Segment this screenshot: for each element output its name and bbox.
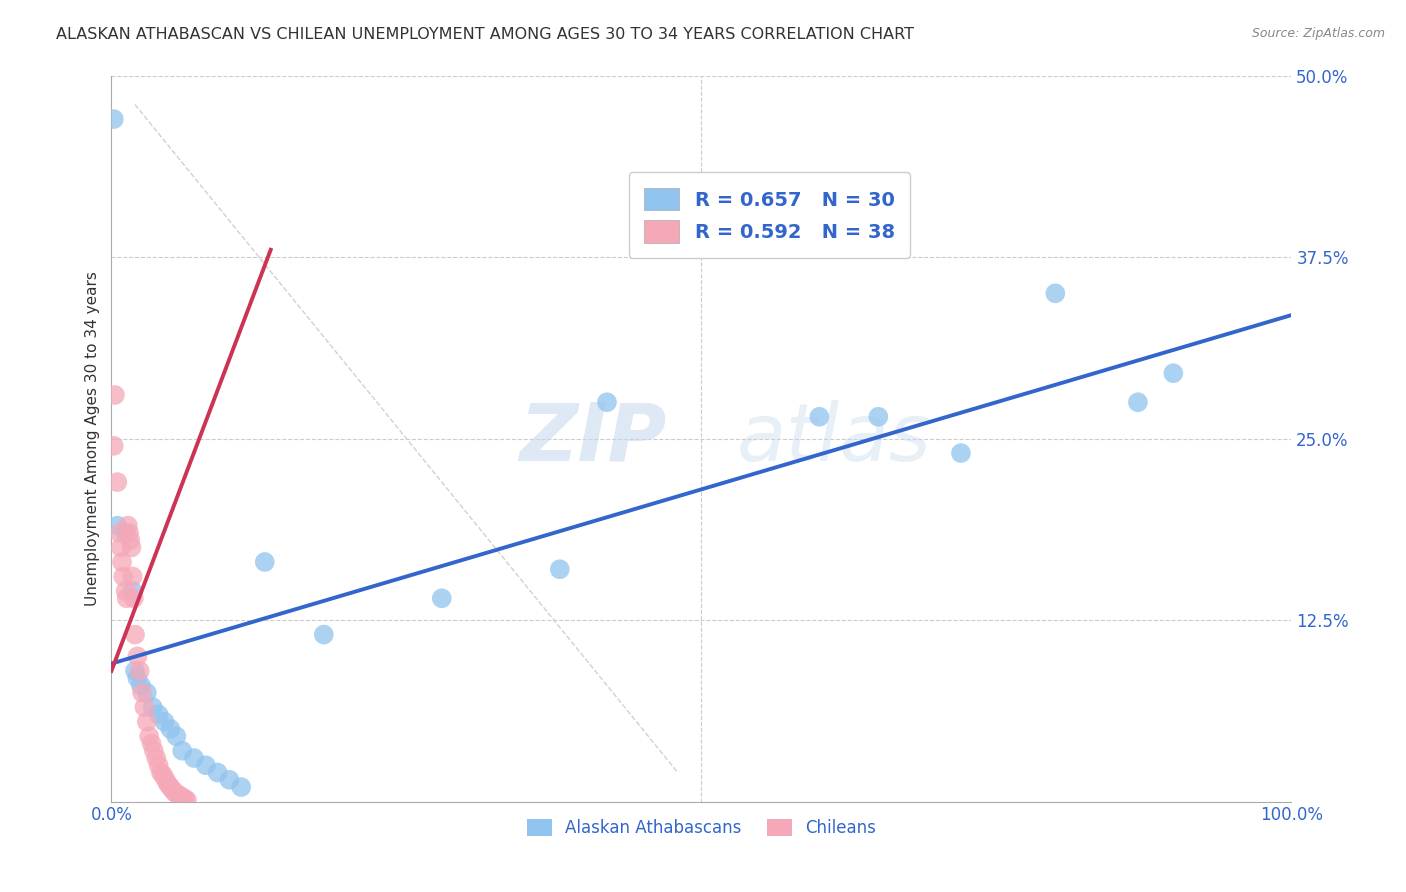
Text: Source: ZipAtlas.com: Source: ZipAtlas.com bbox=[1251, 27, 1385, 40]
Point bbox=[548, 562, 571, 576]
Text: ALASKAN ATHABASCAN VS CHILEAN UNEMPLOYMENT AMONG AGES 30 TO 34 YEARS CORRELATION: ALASKAN ATHABASCAN VS CHILEAN UNEMPLOYME… bbox=[56, 27, 914, 42]
Legend: Alaskan Athabascans, Chileans: Alaskan Athabascans, Chileans bbox=[520, 813, 883, 844]
Point bbox=[596, 395, 619, 409]
Point bbox=[135, 686, 157, 700]
Text: ZIP: ZIP bbox=[519, 400, 666, 477]
Point bbox=[166, 787, 188, 801]
Point bbox=[138, 729, 160, 743]
Point bbox=[105, 518, 128, 533]
Point bbox=[127, 671, 149, 685]
Point bbox=[110, 541, 132, 555]
Point bbox=[115, 591, 138, 606]
Point bbox=[148, 707, 170, 722]
Point bbox=[159, 722, 181, 736]
Point bbox=[949, 446, 972, 460]
Point bbox=[152, 768, 174, 782]
Point bbox=[131, 686, 153, 700]
Point bbox=[169, 789, 191, 803]
Point bbox=[808, 409, 831, 424]
Point bbox=[1045, 286, 1067, 301]
Point bbox=[176, 793, 198, 807]
Point bbox=[117, 518, 139, 533]
Point bbox=[183, 751, 205, 765]
Point bbox=[114, 525, 136, 540]
Point bbox=[218, 772, 240, 787]
Point bbox=[114, 584, 136, 599]
Point bbox=[142, 700, 165, 714]
Point bbox=[253, 555, 276, 569]
Point bbox=[172, 790, 194, 805]
Text: atlas: atlas bbox=[737, 400, 932, 477]
Point bbox=[121, 569, 143, 583]
Point bbox=[1126, 395, 1149, 409]
Point bbox=[207, 765, 229, 780]
Point bbox=[157, 777, 180, 791]
Point bbox=[172, 744, 194, 758]
Point bbox=[111, 555, 134, 569]
Point bbox=[135, 714, 157, 729]
Point bbox=[868, 409, 890, 424]
Point bbox=[124, 664, 146, 678]
Point bbox=[121, 541, 143, 555]
Point bbox=[120, 533, 142, 548]
Point bbox=[141, 737, 163, 751]
Point bbox=[128, 664, 150, 678]
Point bbox=[112, 569, 135, 583]
Point bbox=[155, 772, 177, 787]
Point bbox=[162, 783, 184, 797]
Point bbox=[1163, 366, 1185, 380]
Point bbox=[122, 591, 145, 606]
Point bbox=[127, 649, 149, 664]
Point bbox=[124, 627, 146, 641]
Point bbox=[142, 744, 165, 758]
Point bbox=[103, 439, 125, 453]
Point bbox=[121, 584, 143, 599]
Point bbox=[430, 591, 453, 606]
Point bbox=[194, 758, 217, 772]
Point bbox=[103, 112, 125, 127]
Point bbox=[173, 791, 195, 805]
Point bbox=[118, 525, 141, 540]
Y-axis label: Unemployment Among Ages 30 to 34 years: Unemployment Among Ages 30 to 34 years bbox=[86, 271, 100, 606]
Point bbox=[129, 678, 152, 692]
Point bbox=[153, 714, 176, 729]
Point bbox=[105, 475, 128, 489]
Point bbox=[108, 525, 131, 540]
Point bbox=[231, 780, 253, 794]
Point bbox=[165, 729, 187, 743]
Point bbox=[159, 780, 181, 794]
Point bbox=[312, 627, 335, 641]
Point bbox=[148, 758, 170, 772]
Point bbox=[104, 388, 127, 402]
Point bbox=[149, 765, 172, 780]
Point bbox=[165, 786, 187, 800]
Point bbox=[145, 751, 167, 765]
Point bbox=[134, 700, 156, 714]
